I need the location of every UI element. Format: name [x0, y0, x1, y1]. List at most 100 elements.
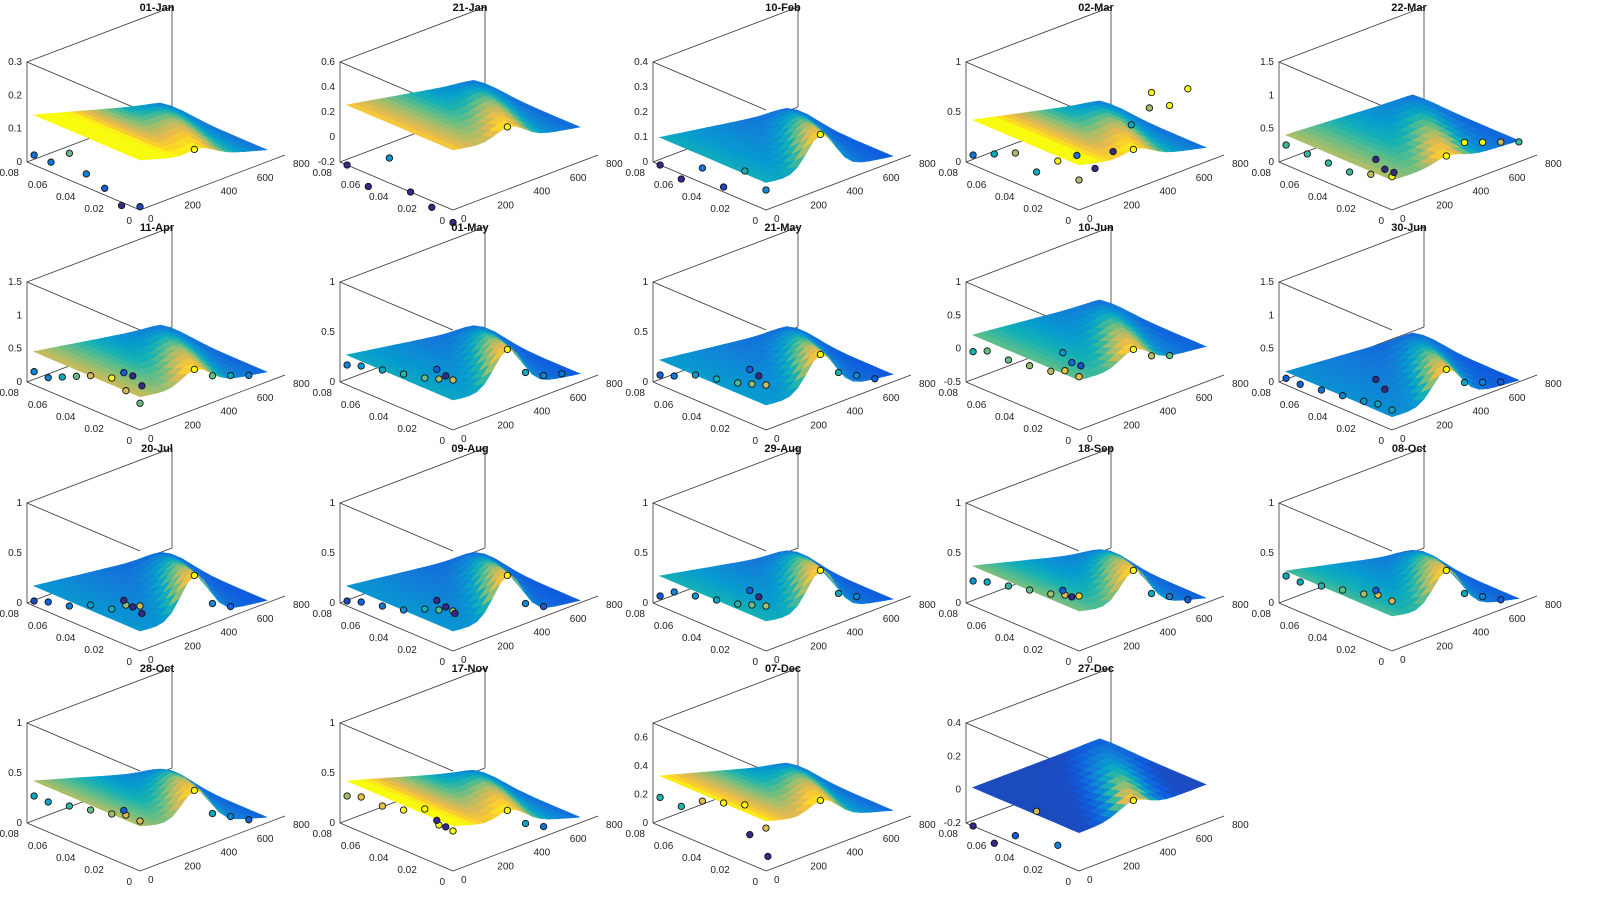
z-tick-label: 1 [16, 310, 22, 321]
surface-patch [247, 367, 268, 374]
data-point [677, 175, 685, 183]
data-point [1004, 356, 1013, 364]
subplot-title: 22-Mar [1391, 2, 1427, 14]
y-tick-label: 0.02 [84, 204, 104, 215]
data-point [343, 361, 351, 369]
data-point [190, 786, 199, 795]
data-point [442, 372, 450, 380]
y-tick-label: 0.08 [0, 829, 19, 840]
subplot-11-Apr: 00.511.500.020.040.060.08020040060080011… [0, 222, 310, 447]
x-tick-label: 200 [1123, 641, 1140, 652]
subplot-title: 30-Jun [1391, 222, 1427, 234]
y-tick-label: 0.02 [397, 424, 417, 435]
data-point [656, 371, 664, 379]
data-point [521, 368, 530, 377]
y-tick-label: 0 [126, 436, 132, 447]
data-point [1025, 362, 1034, 370]
surface-patch [248, 144, 268, 151]
data-point [748, 380, 756, 388]
data-point [442, 823, 450, 831]
z-tick-label: 0.2 [947, 751, 961, 762]
data-point [1497, 596, 1505, 604]
x-tick-label: 800 [606, 820, 623, 831]
x-tick-label: 600 [570, 614, 587, 625]
surface-patch [873, 369, 894, 377]
x-tick-label: 400 [1160, 848, 1177, 859]
box-back-edges [25, 6, 173, 111]
subplot-21-Jan: -0.2 0 0.2 0.4 0.6 0 0.02 0.04 0.06 0.08 0 200 400 60… [313, 2, 624, 227]
x-tick-label: 0 [1087, 875, 1093, 886]
x-tick-label: 800 [606, 379, 623, 390]
data-point [1047, 367, 1055, 375]
data-point [834, 589, 843, 598]
y-tick-label: 0.02 [1336, 424, 1356, 435]
subplot-20-Jul: 00.5100.020.040.060.08020040060080020-Ju… [0, 443, 310, 668]
data-point [852, 371, 861, 380]
data-point [442, 603, 450, 611]
subplot-title: 11-Apr [140, 222, 175, 234]
data-point [65, 802, 74, 810]
data-point [1390, 168, 1398, 177]
data-point [969, 822, 977, 830]
x-axis-line [765, 595, 912, 652]
y-tick-label: 0 [752, 657, 758, 668]
surface-patch [560, 122, 581, 129]
data-point [521, 819, 530, 828]
y-tick-label: 0.08 [626, 168, 646, 179]
y-tick-label: 0 [126, 657, 132, 668]
y-tick-label: 0.08 [939, 609, 959, 620]
data-point [1109, 147, 1117, 156]
data-point [120, 369, 128, 377]
x-tick-label: 800 [1232, 379, 1249, 390]
data-point [451, 609, 459, 618]
x-tick-label: 400 [221, 848, 238, 859]
surface [345, 551, 581, 632]
y-tick-label: 0.04 [369, 633, 389, 644]
data-point [1388, 597, 1396, 605]
x-tick-label: 400 [1160, 187, 1177, 198]
z-tick-label: 0.5 [8, 768, 22, 779]
z-tick-label: 0 [329, 377, 335, 388]
subplot-08-Oct: 00.5100.020.040.060.08020040060080008-Oc… [1252, 443, 1563, 668]
data-point [138, 609, 146, 618]
y-tick-label: 0.06 [1280, 621, 1300, 632]
data-point [741, 167, 749, 175]
y-tick-label: 0.08 [313, 388, 333, 399]
y-tick-label: 0.06 [967, 621, 987, 632]
surface [658, 550, 894, 622]
data-point [691, 371, 700, 379]
z-tick-label: 0.5 [947, 107, 961, 118]
x-tick-label: 0 [1087, 434, 1093, 445]
x-tick-label: 400 [1160, 407, 1177, 418]
z-tick-label: 0.5 [1260, 548, 1274, 559]
y-tick-label: 0.06 [341, 841, 361, 852]
y-tick-label: 0.04 [1308, 192, 1328, 203]
z-tick-label: 0 [329, 598, 335, 609]
y-tick-label: 0.06 [654, 621, 674, 632]
data-point [435, 375, 443, 383]
box-back-edges [651, 447, 799, 552]
data-point [1296, 578, 1304, 586]
data-point [1478, 378, 1487, 386]
data-point [1360, 397, 1368, 405]
data-point [1478, 592, 1487, 601]
data-point [558, 370, 566, 378]
z-tick-label: 1 [1268, 310, 1274, 321]
x-axis-line [765, 374, 912, 431]
subplot-title: 17-Nov [452, 663, 490, 675]
y-tick-label: 0.04 [56, 192, 76, 203]
x-tick-label: 400 [847, 187, 864, 198]
y-tick-label: 0.08 [313, 168, 333, 179]
data-point [108, 810, 116, 818]
x-tick-label: 200 [497, 200, 514, 211]
data-point [816, 350, 825, 359]
x-tick-label: 200 [810, 200, 827, 211]
data-point [503, 345, 512, 354]
x-tick-label: 400 [847, 848, 864, 859]
y-tick-label: 0.02 [397, 645, 417, 656]
data-point [364, 182, 372, 191]
y-axis-line [652, 822, 767, 872]
y-tick-label: 0.08 [1252, 609, 1272, 620]
x-axis-line [765, 815, 912, 872]
x-tick-label: 400 [534, 848, 551, 859]
